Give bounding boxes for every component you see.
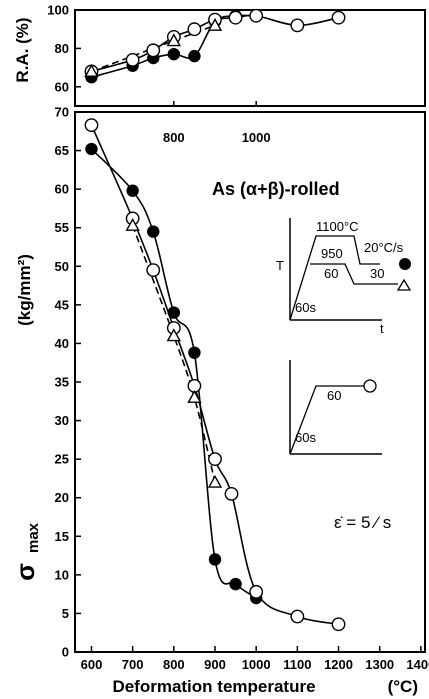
inner-x-tick-label: 1000	[242, 130, 271, 145]
inset1-filled-circle-marker	[399, 258, 411, 270]
data-point-open-circle	[224, 486, 239, 501]
inset1-temp-mid: 950	[321, 246, 343, 261]
inset-schedule-2: 60 60s	[289, 360, 382, 455]
x-tick-label: 700	[122, 657, 144, 672]
data-point-filled-circle	[188, 346, 201, 359]
data-point-open-triangle	[166, 33, 182, 47]
inset1-temp-top: 1100°C	[316, 219, 359, 234]
data-point-open-circle	[331, 617, 346, 632]
y-tick-label: 30	[55, 413, 69, 428]
inset2-temp: 60	[327, 388, 341, 403]
x-tick-label: 1000	[242, 657, 271, 672]
data-point-filled-circle	[167, 47, 181, 61]
data-point-open-circle	[84, 118, 99, 133]
y-tick-label: 60	[55, 182, 69, 197]
data-point-open-circle	[125, 53, 140, 67]
x-tick-label: 1400	[406, 657, 429, 672]
data-point-open-triangle	[166, 328, 182, 342]
inset1-temp-low: 60	[324, 266, 338, 281]
y-tick-label: 5	[62, 606, 69, 621]
inset1-axis-x-label: t	[380, 321, 384, 336]
y-axis-unit: (kg/mm²)	[15, 254, 34, 326]
series-line-filled-circle	[91, 14, 257, 78]
strain-rate-label: ε̇ = 5 ⁄ s	[334, 513, 391, 532]
x-axis-label: Deformation temperature	[112, 677, 315, 696]
x-tick-label: 600	[81, 657, 103, 672]
y-tick-label: 10	[55, 567, 69, 582]
x-tick-label: 1300	[365, 657, 394, 672]
y-tick-label: 20	[55, 490, 69, 505]
y-tick-label: 70	[55, 105, 69, 120]
y-tick-label: 0	[62, 645, 69, 660]
series-line-open-triangle	[91, 24, 216, 73]
y-tick-label: 60	[55, 79, 69, 94]
inset1-hold: 30	[370, 266, 384, 281]
data-point-open-circle	[187, 22, 202, 37]
y-tick-label: 45	[55, 297, 69, 312]
condition-title: As (α+β)-rolled	[212, 179, 340, 199]
inset1-step	[310, 263, 398, 285]
data-point-open-circle	[208, 452, 222, 467]
data-point-open-circle	[249, 584, 264, 599]
series-line-open-circle	[91, 14, 339, 73]
series-line-open-triangle	[131, 225, 216, 483]
data-point-filled-circle	[126, 184, 139, 197]
data-point-open-triangle	[207, 17, 223, 31]
y-tick-label: 15	[55, 529, 69, 544]
data-point-filled-circle	[208, 553, 222, 566]
data-point-open-triangle	[187, 389, 202, 403]
data-point-open-circle	[146, 43, 161, 58]
inset-schedule-1: 1100°C 950 60 20°C/s 30 60s T t	[276, 218, 412, 336]
data-point-filled-circle	[167, 306, 181, 319]
data-point-filled-circle	[147, 225, 160, 238]
x-tick-label: 800	[163, 657, 185, 672]
bottom-y-axis-label: σ max (kg/mm²)	[10, 254, 42, 581]
inner-x-tick-label: 800	[163, 130, 185, 145]
y-tick-label: 80	[55, 41, 69, 56]
series-line-open-circle	[90, 124, 339, 625]
data-point-filled-circle	[188, 49, 201, 63]
y-axis-subscript: max	[25, 522, 42, 553]
data-point-open-circle	[249, 8, 264, 23]
y-tick-label: 65	[55, 143, 69, 158]
data-point-open-circle	[228, 10, 243, 25]
data-point-open-circle	[331, 10, 346, 25]
data-point-open-circle	[146, 263, 161, 278]
data-point-open-triangle	[125, 217, 140, 231]
x-tick-label: 1200	[324, 657, 353, 672]
data-point-filled-circle	[85, 142, 98, 156]
data-point-open-triangle	[84, 63, 99, 77]
inset2-ramp	[289, 385, 364, 455]
x-tick-label: 1100	[283, 657, 311, 672]
y-tick-label: 40	[55, 336, 69, 351]
y-axis-symbol: σ	[10, 563, 40, 581]
inset1-ramp	[289, 235, 380, 321]
data-point-open-circle	[290, 609, 305, 624]
y-tick-label: 50	[55, 259, 69, 274]
top-panel-frame	[74, 9, 426, 107]
y-tick-label: 35	[55, 375, 69, 390]
y-tick-label: 100	[47, 3, 69, 18]
inset1-open-triangle-marker	[396, 278, 412, 291]
inset1-time: 60s	[295, 300, 316, 315]
data-point-open-triangle	[207, 474, 223, 488]
inset2-open-circle-marker	[363, 379, 377, 393]
y-tick-label: 55	[55, 220, 69, 235]
x-tick-label: 900	[204, 657, 226, 672]
data-point-filled-circle	[229, 577, 242, 591]
data-point-open-circle	[290, 18, 305, 33]
series-line-filled-circle	[90, 148, 257, 599]
plot-layer: 60 80 100 800 1000 0 5 10 15 20 25 30 35 40 45 50 55 60 65…	[47, 3, 429, 673]
inset1-rate: 20°C/s	[364, 240, 404, 255]
y-tick-label: 25	[55, 452, 69, 467]
inset2-time: 60s	[295, 430, 316, 445]
x-axis-unit: (°C)	[388, 677, 418, 696]
inset1-axis-y-label: T	[276, 258, 284, 273]
top-y-axis-label: R.A. (%)	[13, 17, 32, 82]
